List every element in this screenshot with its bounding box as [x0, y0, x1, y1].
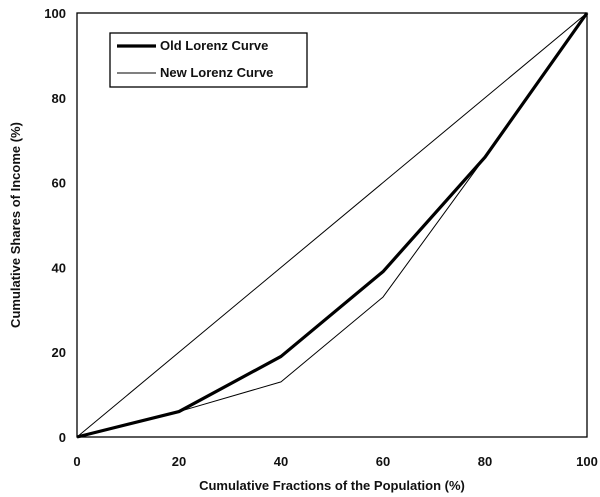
y-axis-ticks: 0 20 40 60 80 100 [44, 6, 66, 445]
data-point-new-lorenz-curve-3 [382, 296, 385, 299]
x-axis-title: Cumulative Fractions of the Population (… [199, 478, 465, 493]
x-axis-ticks: 0 20 40 60 80 100 [73, 454, 597, 469]
legend-box [109, 32, 308, 88]
data-point-new-lorenz-curve-2 [280, 380, 283, 383]
y-tick-label-20: 20 [52, 345, 66, 360]
data-point-new-lorenz-curve-1 [178, 410, 181, 413]
x-tick-label-20: 20 [172, 454, 186, 469]
series-line-line-of-equality [76, 12, 588, 438]
data-point-line-of-equality-0 [76, 436, 79, 439]
y-tick-label-0: 0 [59, 430, 66, 445]
data-point-old-lorenz-curve-2 [280, 355, 283, 358]
y-tick-label-60: 60 [52, 176, 66, 191]
y-tick-label-40: 40 [52, 260, 66, 275]
plot-area-frame [76, 12, 588, 438]
x-tick-label-0: 0 [73, 454, 80, 469]
x-tick-label-40: 40 [274, 454, 288, 469]
series-line-new-lorenz-curve [76, 12, 588, 438]
y-tick-label-100: 100 [44, 6, 66, 21]
legend-label-new-lorenz-curve: New Lorenz Curve [160, 65, 273, 80]
x-tick-label-60: 60 [376, 454, 390, 469]
data-point-old-lorenz-curve-3 [382, 270, 385, 273]
series-layer [76, 12, 589, 439]
legend: Old Lorenz Curve New Lorenz Curve [109, 32, 308, 88]
y-axis-title: Cumulative Shares of Income (%) [8, 122, 23, 328]
data-point-line-of-equality-1 [586, 12, 589, 15]
data-point-new-lorenz-curve-4 [484, 156, 487, 159]
x-tick-label-100: 100 [576, 454, 598, 469]
y-tick-label-80: 80 [52, 91, 66, 106]
legend-label-old-lorenz-curve: Old Lorenz Curve [160, 38, 268, 53]
x-tick-label-80: 80 [478, 454, 492, 469]
